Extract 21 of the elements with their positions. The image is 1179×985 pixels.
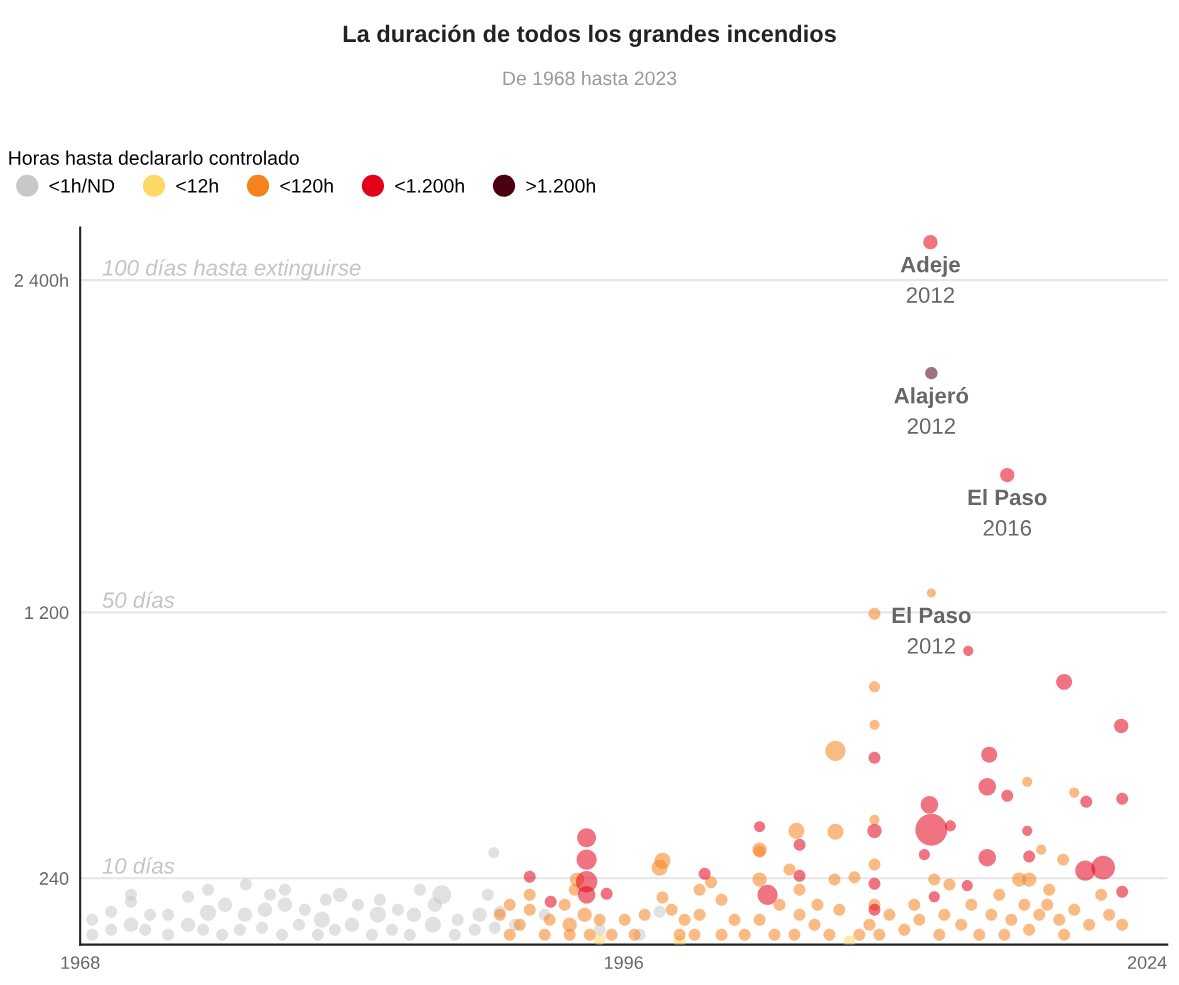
chart-title: La duración de todos los grandes incendios [343,24,836,47]
legend-label: <12h [176,178,218,193]
y-tick-label: 240 [39,872,69,885]
x-tick-label: 1968 [61,956,100,969]
annotation: Alajeró 2012 [894,387,969,434]
annotation: Adeje 2012 [900,256,960,303]
legend-label: >1.200h [526,178,595,193]
ref-line-label: 50 días [102,591,175,608]
annotation: El Paso 2016 [968,488,1047,536]
y-tick-label: 2 400h [14,273,68,287]
x-tick-label: 1996 [604,956,643,969]
legend-title: Horas hasta declararlo controlado [9,150,299,165]
x-tick-label: 2024 [1127,956,1167,969]
ref-line-label: 100 días hasta extinguirse [102,259,361,281]
chart-subtitle: De 1968 hasta 2023 [503,70,677,86]
y-tick-label: 1 200 [25,606,69,620]
legend-label: <1.200h [395,178,464,193]
legend-label: <120h [280,178,333,193]
legend-label: <1h/ND [49,178,115,193]
annotation: El Paso 2012 [892,606,971,654]
ref-line-label: 10 días [102,857,175,874]
